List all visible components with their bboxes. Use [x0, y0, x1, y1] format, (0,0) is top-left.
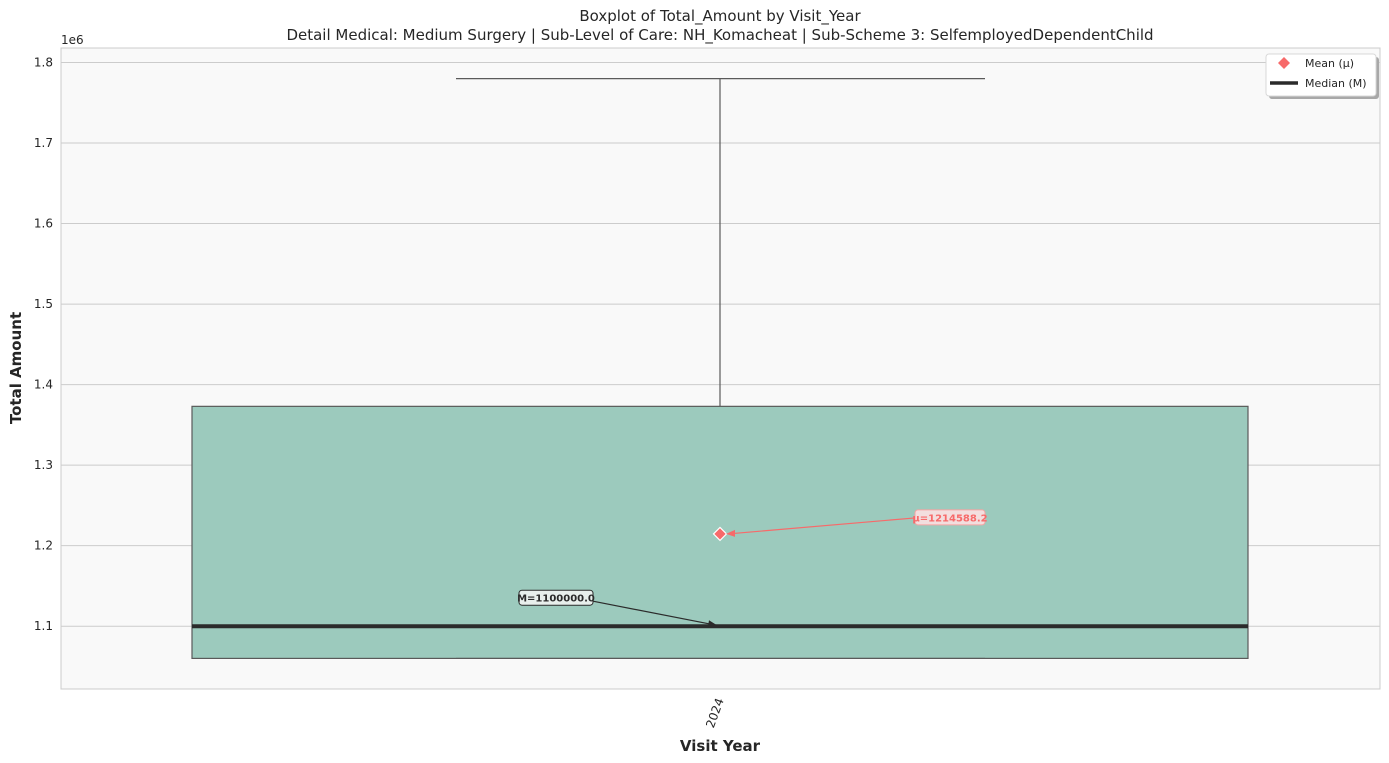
- y-tick-label-1.6: 1.6: [34, 217, 53, 231]
- legend-median-label: Median (M): [1305, 77, 1367, 90]
- mean-annotation-text: μ=1214588.2: [912, 513, 987, 524]
- y-axis-ticks: 1.1 1.2 1.3 1.4 1.5 1.6 1.7 1.8: [34, 55, 53, 633]
- mean-annotation: μ=1214588.2: [726, 509, 988, 537]
- y-tick-label-1.7: 1.7: [34, 136, 53, 150]
- legend-mean-marker: [1278, 57, 1290, 69]
- y-tick-label-1.3: 1.3: [34, 458, 53, 472]
- y-tick-label-1.2: 1.2: [34, 539, 53, 553]
- legend: Mean (μ) Median (M): [1265, 53, 1379, 99]
- median-annotation-arrowhead: [708, 620, 717, 627]
- x-axis-label: Visit Year: [680, 737, 761, 755]
- y-tick-label-1.1: 1.1: [34, 619, 53, 633]
- mean-annotation-arrow: [727, 517, 916, 535]
- y-tick-label-1.8: 1.8: [34, 55, 53, 69]
- x-tick-label-2024: 2024: [703, 696, 727, 729]
- median-annotation-arrow: [592, 600, 717, 626]
- median-annotation: M=1100000.0: [517, 589, 717, 627]
- legend-mean-label: Mean (μ): [1305, 57, 1354, 70]
- y-tick-label-1.5: 1.5: [34, 297, 53, 311]
- mean-annotation-box: [914, 509, 986, 526]
- legend-box: [1265, 53, 1377, 97]
- chart-title: Boxplot of Total_Amount by Visit_Year: [579, 7, 861, 26]
- chart-subtitle: Detail Medical: Medium Surgery | Sub-Lev…: [286, 26, 1153, 45]
- median-annotation-text: M=1100000.0: [517, 594, 595, 605]
- y-axis-offset-label: 1e6: [61, 33, 84, 47]
- y-tick-label-1.4: 1.4: [34, 378, 53, 392]
- mean-annotation-arrowhead: [726, 529, 735, 537]
- mean-marker-2024: [712, 526, 728, 542]
- box-group: [191, 78, 1249, 659]
- y-axis-label: Total Amount: [7, 312, 25, 424]
- median-annotation-box: [518, 589, 594, 606]
